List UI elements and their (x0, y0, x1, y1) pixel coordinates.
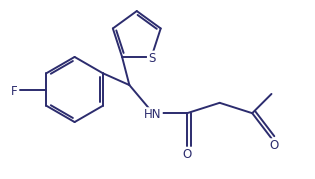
Text: HN: HN (144, 108, 162, 121)
Text: S: S (148, 52, 155, 65)
Text: F: F (11, 84, 17, 98)
Text: O: O (182, 148, 192, 161)
Text: O: O (270, 139, 279, 152)
